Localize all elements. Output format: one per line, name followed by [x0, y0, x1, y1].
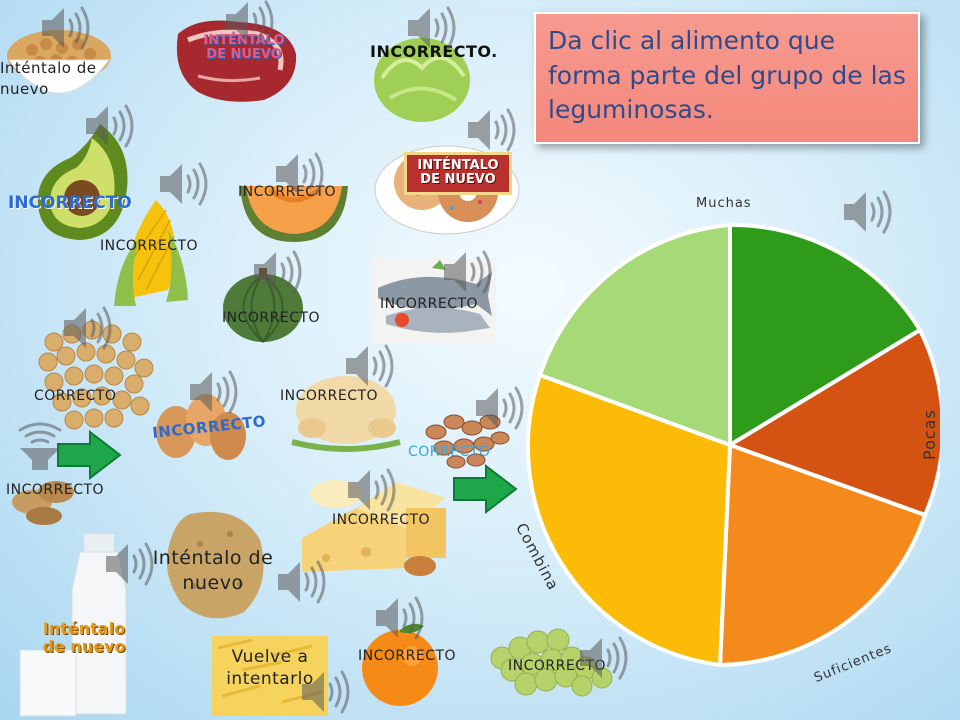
chickpeas-label: CORRECTO	[34, 388, 117, 404]
lettuce-label: INCORRECTO.	[370, 42, 498, 61]
donuts-label: INTÉNTALO DE NUEVO	[404, 152, 512, 195]
melon[interactable]	[236, 180, 352, 246]
speaker-icon[interactable]	[402, 0, 458, 56]
speaker-icon[interactable]	[270, 146, 326, 202]
pie-slice-combina	[525, 372, 733, 668]
speaker-icon[interactable]	[342, 462, 398, 518]
speaker-icon[interactable]	[296, 664, 352, 720]
eggs[interactable]	[150, 388, 250, 462]
pie-slice-muchas	[728, 222, 923, 449]
avocado-label: INCORRECTO	[8, 193, 132, 213]
green-arrow-icon[interactable]	[452, 464, 518, 514]
speaker-icon[interactable]	[100, 536, 156, 592]
milk[interactable]	[14, 530, 142, 718]
instruction-box: Da clic al alimento que forma parte del …	[534, 12, 920, 144]
pasta-label: Vuelve a intentarlo	[226, 647, 314, 690]
green-arrow-icon[interactable]	[56, 430, 122, 480]
pie-label-muchas: Muchas	[696, 196, 752, 211]
speaker-icon[interactable]	[838, 184, 894, 240]
pie-slice-pocas-1	[725, 327, 940, 518]
speaker-icon[interactable]	[272, 554, 328, 610]
food-plate-pie	[525, 222, 940, 668]
pie-label-pocas: Pocas	[920, 409, 939, 460]
corn-label: INCORRECTO	[100, 238, 199, 254]
peanuts[interactable]	[8, 468, 78, 528]
orange[interactable]	[358, 620, 442, 708]
beans-label: CORRECTO	[408, 444, 491, 460]
speaker-icon[interactable]	[36, 0, 92, 56]
garbanzo-bowl-label: Inténtalo de nuevo	[0, 59, 97, 98]
speaker-icon[interactable]	[80, 98, 136, 154]
peanuts-label: INCORRECTO	[6, 482, 105, 498]
speaker-icon[interactable]	[574, 630, 630, 686]
fish-label: INCORRECTO	[380, 296, 479, 312]
speaker-icon[interactable]	[340, 338, 396, 394]
speaker-icon[interactable]	[462, 102, 518, 158]
speaker-icon[interactable]	[58, 300, 114, 356]
instruction-text: Da clic al alimento que forma parte del …	[548, 26, 906, 124]
cheese-label: INCORRECTO	[332, 512, 431, 528]
speaker-icon[interactable]	[154, 156, 210, 212]
pie-slice-light-green	[537, 222, 732, 448]
steak-label: INTÉNTALO DE NUEVO	[203, 33, 285, 63]
chicken-label: INCORRECTO	[280, 388, 379, 404]
orange-label: INCORRECTO	[358, 648, 457, 664]
lettuce[interactable]	[372, 28, 474, 124]
speaker-icon[interactable]	[220, 0, 276, 50]
speaker-icon[interactable]	[12, 420, 68, 476]
speaker-icon[interactable]	[470, 380, 526, 436]
chickpeas[interactable]	[34, 312, 158, 436]
beans[interactable]	[420, 402, 510, 470]
cheese[interactable]	[296, 468, 452, 580]
speaker-icon[interactable]	[370, 590, 426, 646]
potato-label: Inténtalo de nuevo	[152, 547, 274, 594]
grapes[interactable]	[482, 618, 622, 698]
corn[interactable]	[110, 190, 192, 308]
speaker-icon[interactable]	[438, 244, 494, 300]
milk-label: Inténtalo de nuevo	[42, 619, 126, 656]
roast-chicken[interactable]	[288, 360, 404, 452]
squash-label: INCORRECTO	[222, 310, 321, 326]
potato[interactable]	[160, 504, 272, 622]
avocado[interactable]	[30, 118, 140, 244]
pasta[interactable]	[212, 636, 328, 716]
speaker-icon[interactable]	[248, 244, 304, 300]
pie-slice-suficientes	[717, 442, 928, 668]
speaker-icon[interactable]	[184, 364, 240, 420]
